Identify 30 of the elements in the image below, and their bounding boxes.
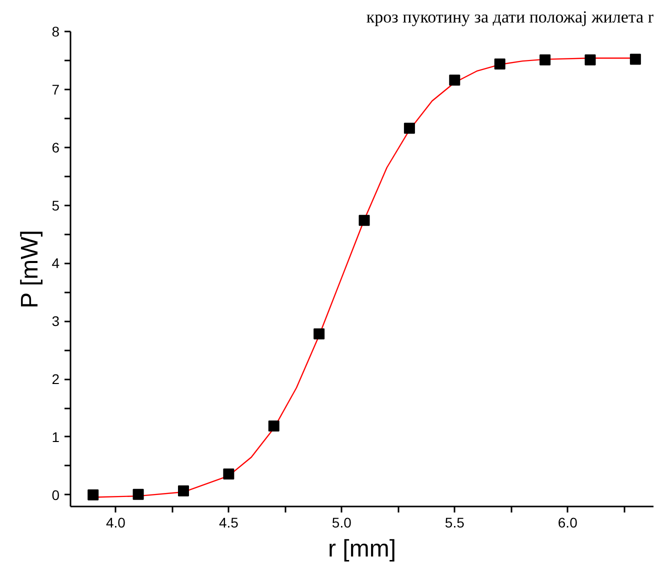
x-tick-label: 4.0 — [106, 514, 126, 530]
point — [540, 54, 551, 66]
chart-title: кроз пукотину за дати положај жилета r — [366, 8, 654, 26]
y-tick-label: 4 — [52, 255, 60, 272]
x-tick-label: 5.0 — [332, 514, 352, 530]
y-tick-label: 0 — [52, 486, 60, 503]
y-tick-label: 7 — [52, 81, 60, 98]
x-tick-label: 5.5 — [444, 514, 465, 530]
x-axis-title: r [mm] — [328, 536, 396, 562]
point — [223, 468, 234, 480]
point — [132, 488, 144, 500]
y-tick-label: 2 — [52, 371, 60, 388]
x-tick-label: 4.5 — [218, 514, 239, 530]
y-tick-label: 8 — [52, 24, 60, 40]
point — [494, 58, 506, 70]
point — [449, 74, 460, 86]
y-tick-label: 1 — [52, 428, 60, 445]
point — [584, 54, 596, 66]
y-tick-label: 6 — [52, 139, 60, 156]
y-axis-title: P [mW] — [16, 230, 44, 308]
point — [358, 214, 370, 226]
x-tick-label: 6.0 — [558, 514, 578, 530]
point — [268, 420, 280, 432]
point — [630, 54, 641, 65]
point — [88, 489, 99, 500]
y-tick-label: 5 — [52, 197, 60, 214]
point — [178, 485, 189, 496]
y-tick-label: 3 — [52, 313, 60, 330]
point — [314, 328, 325, 340]
point — [404, 122, 415, 134]
